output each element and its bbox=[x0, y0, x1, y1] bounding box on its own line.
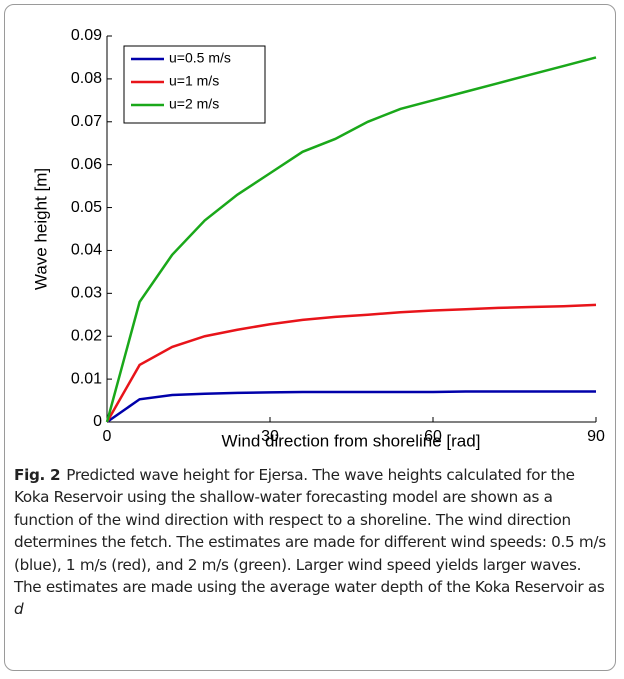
x-axis-label: Wind direction from shoreline [rad] bbox=[222, 431, 481, 450]
y-axis-label: Wave height [m] bbox=[31, 168, 50, 290]
legend-label: u=2 m/s bbox=[169, 96, 219, 112]
caption-label: Fig. 2 bbox=[14, 466, 61, 484]
y-tick-label: 0.01 bbox=[71, 370, 102, 387]
x-tick-label: 60 bbox=[424, 428, 442, 445]
data-line bbox=[105, 56, 597, 423]
caption-text: Predicted wave height for Ejersa. The wa… bbox=[14, 466, 606, 597]
y-tick-label: 0.05 bbox=[71, 199, 102, 216]
chart: Wind direction from shoreline [rad] Wave… bbox=[31, 27, 605, 450]
legend-label: u=0.5 m/s bbox=[169, 50, 231, 66]
caption: Fig. 2 Predicted wave height for Ejersa. … bbox=[14, 464, 612, 621]
y-tick-label: 0.04 bbox=[71, 242, 102, 259]
y-tick-label: 0.02 bbox=[71, 327, 102, 344]
y-tick-label: 0.07 bbox=[71, 113, 102, 130]
x-tick-label: 90 bbox=[587, 428, 605, 445]
x-tick-label: 30 bbox=[261, 428, 279, 445]
y-tick-label: 0 bbox=[93, 413, 102, 430]
data-line bbox=[106, 390, 596, 424]
caption-variable: d bbox=[14, 600, 24, 619]
figure-frame bbox=[4, 4, 616, 671]
y-tick-label: 0.03 bbox=[71, 285, 102, 302]
y-tick-label: 0.06 bbox=[71, 156, 102, 173]
y-tick-label: 0.09 bbox=[71, 27, 102, 44]
y-tick-label: 0.08 bbox=[71, 70, 102, 87]
legend-label: u=1 m/s bbox=[169, 73, 219, 89]
x-tick-label: 0 bbox=[103, 428, 112, 445]
data-line bbox=[105, 303, 597, 423]
